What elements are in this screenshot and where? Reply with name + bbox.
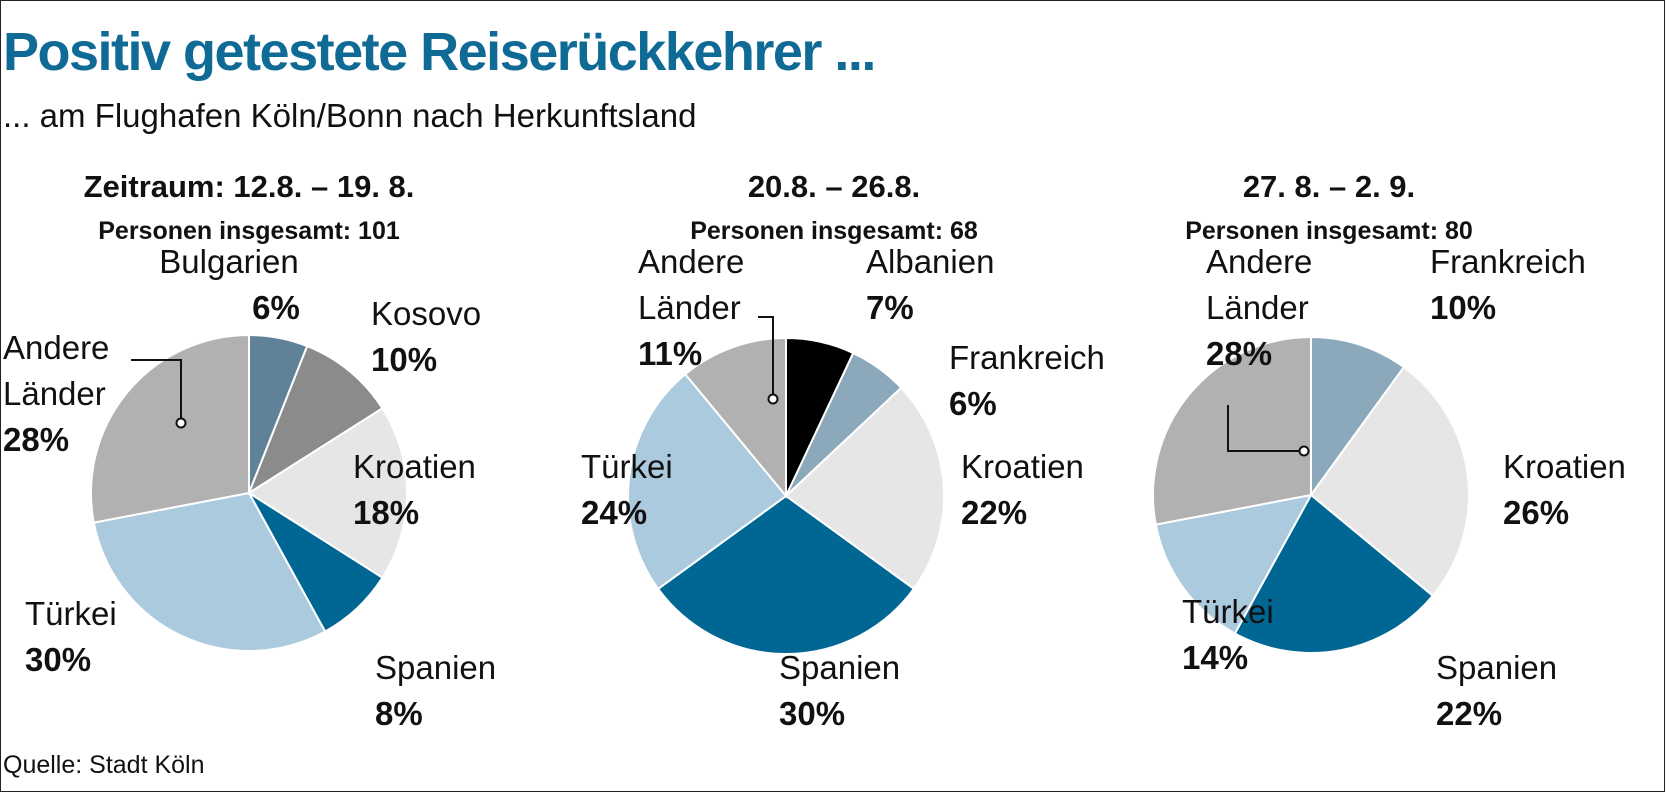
pie-slice-spanien: [1233, 493, 1435, 654]
pie-slice-kroatien: [784, 386, 945, 591]
slice-label: Bulgarien: [159, 243, 298, 280]
pie-chart-1: Zeitraum: 12.8. – 19. 8. Personen insgesa…: [3, 169, 496, 732]
leader-line: [1227, 405, 1304, 452]
total-persons: Personen insgesamt: 101: [98, 217, 400, 245]
pie-chart-3: 27. 8. – 2. 9. Personen insgesamt: 80Fran…: [1152, 169, 1626, 732]
pie-slice-kroatien: [247, 406, 408, 580]
slice-value-label: 10%: [371, 341, 437, 378]
slice-label: Länder: [3, 375, 106, 412]
pie-slice-kosovo: [246, 344, 384, 496]
slice-label: Länder: [638, 289, 741, 326]
leader-dot: [767, 393, 779, 405]
leader-line: [758, 316, 774, 399]
period-title: Zeitraum: 12.8. – 19. 8.: [84, 169, 415, 204]
pie-slice-tuerkei: [92, 491, 327, 652]
slice-label: Andere: [1206, 243, 1312, 280]
pie-slice-andere-laender: [683, 336, 787, 499]
leader-dot: [175, 417, 187, 429]
source-note: Quelle: Stadt Köln: [3, 751, 205, 779]
chart-subtitle: ... am Flughafen Köln/Bonn nach Herkunft…: [3, 97, 697, 134]
slice-label: Frankreich: [1430, 243, 1586, 280]
slice-value-label: 28%: [3, 421, 69, 458]
leader-dot: [1298, 445, 1310, 457]
slice-value-label: 22%: [961, 494, 1027, 531]
pie-slice-tuerkei: [627, 372, 788, 591]
total-persons: Personen insgesamt: 68: [690, 217, 978, 245]
slice-value-label: 6%: [949, 385, 997, 422]
slice-value-label: 30%: [25, 641, 91, 678]
slice-label: Kroatien: [1503, 448, 1626, 485]
slice-value-label: 7%: [866, 289, 914, 326]
slice-value-label: 14%: [1182, 639, 1248, 676]
slice-label: Türkei: [1182, 593, 1274, 630]
pie-slice-frankreich: [1310, 335, 1406, 499]
slice-label: Spanien: [375, 649, 496, 686]
slice-label: Albanien: [866, 243, 994, 280]
slice-value-label: 22%: [1436, 695, 1502, 732]
slice-value-label: 10%: [1430, 289, 1496, 326]
slice-value-label: 8%: [375, 695, 423, 732]
pie-slice-spanien: [656, 494, 916, 655]
pie-chart-2: 20.8. – 26.8. Personen insgesamt: 68Alban…: [581, 169, 1105, 732]
pie-slice-kroatien: [1309, 365, 1470, 598]
pie-slice-tuerkei: [1154, 493, 1313, 635]
pie-slice-andere-laender: [1152, 335, 1312, 526]
slice-value-label: 28%: [1206, 335, 1272, 372]
slice-label: Frankreich: [949, 339, 1105, 376]
slice-label: Spanien: [1436, 649, 1557, 686]
slice-label: Türkei: [581, 448, 673, 485]
leader-line: [131, 359, 182, 423]
slice-value-label: 11%: [638, 335, 702, 372]
slice-value-label: 18%: [353, 494, 419, 531]
slice-label: Spanien: [779, 649, 900, 686]
slice-label: Kroatien: [961, 448, 1084, 485]
total-persons: Personen insgesamt: 80: [1185, 217, 1473, 245]
slice-label: Kroatien: [353, 448, 476, 485]
slice-label: Länder: [1206, 289, 1309, 326]
slice-label: Andere: [3, 329, 109, 366]
period-title: 27. 8. – 2. 9.: [1243, 169, 1415, 204]
chart-title: Positiv getestete Reiserückkehrer ...: [3, 22, 876, 82]
slice-value-label: 6%: [252, 289, 300, 326]
slice-value-label: 24%: [581, 494, 647, 531]
period-title: 20.8. – 26.8.: [748, 169, 920, 204]
slice-label: Andere: [638, 243, 744, 280]
slice-label: Türkei: [25, 595, 117, 632]
slice-value-label: 26%: [1503, 494, 1569, 531]
slice-value-label: 30%: [779, 695, 845, 732]
slice-label: Kosovo: [371, 295, 481, 332]
pie-slice-andere-laender: [90, 333, 250, 524]
